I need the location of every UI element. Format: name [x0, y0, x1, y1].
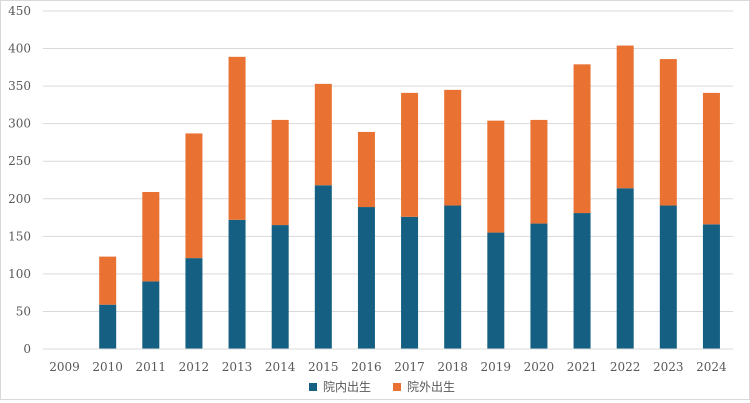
bar-segment-outside-2013	[228, 56, 246, 220]
y-tick-label: 300	[8, 117, 31, 131]
bar-segment-inside-2022	[616, 188, 634, 349]
bar-segment-outside-2024	[702, 92, 720, 225]
bar-segment-inside-2010	[99, 304, 117, 349]
y-tick-label: 100	[8, 267, 31, 281]
bar-segment-outside-2011	[142, 192, 160, 282]
bar-segment-inside-2024	[702, 224, 720, 349]
bar-segment-outside-2010	[99, 256, 117, 305]
x-tick-label: 2018	[437, 360, 468, 374]
bar-segment-inside-2014	[271, 225, 289, 349]
bar-segment-outside-2017	[401, 92, 419, 217]
x-tick-label: 2015	[308, 360, 339, 374]
y-tick-label: 350	[8, 79, 31, 93]
bar-segment-outside-2022	[616, 45, 634, 189]
x-tick-label: 2022	[610, 360, 641, 374]
bars	[99, 45, 720, 349]
legend-label: 院内出生	[323, 380, 371, 394]
legend: 院内出生 院外出生	[309, 380, 455, 394]
bar-segment-inside-2016	[357, 207, 375, 349]
y-axis-tick-labels: 0 50 100 150 200 250 300 350 400 450	[8, 4, 31, 356]
x-tick-label: 2020	[524, 360, 555, 374]
x-tick-label: 2011	[136, 360, 167, 374]
bar-segment-outside-2012	[185, 133, 203, 259]
bar-segment-outside-2015	[314, 83, 332, 186]
bar-segment-inside-2023	[659, 205, 677, 349]
x-tick-label: 2014	[265, 360, 296, 374]
bar-segment-inside-2013	[228, 219, 246, 349]
bar-segment-outside-2023	[659, 59, 677, 206]
bar-segment-outside-2016	[357, 131, 375, 208]
x-tick-label: 2021	[567, 360, 598, 374]
x-tick-label: 2019	[481, 360, 512, 374]
y-tick-label: 150	[8, 229, 31, 243]
bar-segment-inside-2020	[530, 223, 548, 349]
x-tick-label: 2016	[351, 360, 382, 374]
bar-segment-inside-2015	[314, 185, 332, 349]
x-tick-label: 2024	[696, 360, 727, 374]
bar-segment-outside-2014	[271, 119, 289, 226]
legend-swatch	[393, 383, 402, 391]
bar-segment-outside-2021	[573, 64, 591, 214]
bar-segment-outside-2020	[530, 119, 548, 224]
bar-segment-outside-2019	[487, 120, 505, 233]
x-tick-label: 2013	[222, 360, 253, 374]
x-tick-label: 2010	[92, 360, 123, 374]
legend-swatch	[309, 383, 317, 391]
bar-segment-outside-2018	[444, 89, 462, 206]
y-tick-label: 250	[8, 154, 31, 168]
x-tick-label: 2009	[49, 360, 80, 374]
y-tick-label: 450	[8, 4, 31, 18]
x-tick-label: 2012	[179, 360, 210, 374]
bar-segment-inside-2021	[573, 213, 591, 349]
bar-segment-inside-2018	[444, 205, 462, 349]
y-tick-label: 400	[8, 42, 31, 56]
x-tick-label: 2017	[394, 360, 425, 374]
y-tick-label: 0	[23, 342, 31, 356]
legend-label: 院外出生	[407, 380, 455, 394]
x-tick-label: 2023	[653, 360, 684, 374]
y-tick-label: 200	[8, 192, 31, 206]
bar-segment-inside-2019	[487, 232, 505, 349]
bar-segment-inside-2017	[401, 216, 419, 349]
y-tick-label: 50	[16, 304, 31, 318]
bar-segment-inside-2012	[185, 258, 203, 349]
x-axis-tick-labels: 2009 2010 2011 2012 2013 2014 2015 2016 2017 2018…	[49, 360, 727, 374]
bar-segment-inside-2011	[142, 281, 160, 349]
